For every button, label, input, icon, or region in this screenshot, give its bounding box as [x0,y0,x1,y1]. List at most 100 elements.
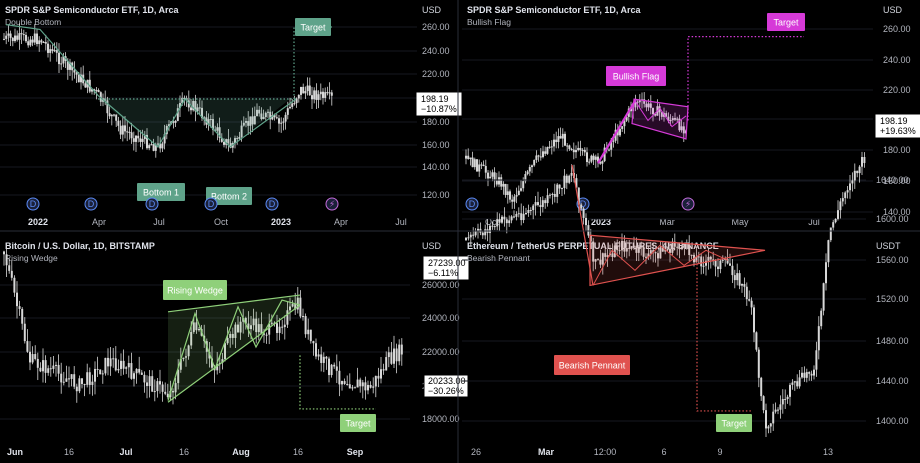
candle-body [781,399,784,405]
candle-body [138,368,141,373]
candle-body [634,101,637,108]
candle-body [753,307,755,333]
candle-body [31,354,34,363]
candle-body [654,114,657,116]
candle-body [207,119,210,125]
candle-body [707,256,710,261]
pattern-fill [98,99,290,147]
candle-body [559,136,562,139]
candle-body [757,349,760,378]
candle-body [348,384,351,389]
bottom2-label-box [206,187,252,205]
candle-body [36,33,38,44]
candle-body [673,241,676,247]
candle-body [817,326,820,351]
candle-body [779,404,782,410]
candle-body [73,374,76,387]
candle-body [588,161,591,163]
candle-body [47,43,49,53]
price-tag-high-box [423,256,469,280]
candle-body [577,147,580,151]
candle-body [361,382,364,387]
candle-body [613,245,616,258]
candle-body [77,74,80,83]
candle-body [201,107,203,119]
candle-body [328,92,331,94]
panel-smh-bullish-flag: SPDR S&P Semiconductor ETF, 1D, Arca Bull… [462,5,920,227]
candle-body [714,260,717,267]
candle-body [55,50,58,53]
candle-body [112,358,115,360]
candle-body [309,329,312,342]
candle-body [91,89,93,92]
y-tick-label: 240.00 [422,46,450,56]
candle-body [465,237,467,241]
candle-body [815,350,818,370]
dividend-badge: D [30,199,37,209]
candle-body [44,360,47,373]
candle-body [60,63,63,65]
candle-body [218,127,221,138]
candle-body [544,151,547,154]
y-tick-label: 160.00 [422,140,450,150]
candle-body [476,159,478,172]
candle-body [163,134,166,144]
candle-body [40,40,43,43]
candle-body [861,157,863,167]
candle-body [529,209,532,211]
candle-body [601,253,604,265]
candle-body [513,196,516,202]
candle-body [52,365,55,369]
candle-body [385,357,388,371]
dividend-badge: D [469,199,476,209]
candle-body [88,372,91,385]
candle-body [260,324,263,334]
candle-body [256,109,258,117]
flag-label-box [606,66,666,86]
candle-body [203,117,206,119]
chart-title: SPDR S&P Semiconductor ETF, 1D, Arca [467,5,642,15]
candle-body [18,306,21,309]
candle-body [42,41,45,43]
y-tick-label: 24000.00 [422,313,460,323]
candle-body [302,86,305,94]
candle-body [682,126,685,134]
candle-body [367,384,369,391]
candle-body [150,144,153,146]
candle-body [551,193,554,195]
candle-body [603,147,606,162]
candle-body [289,106,291,109]
x-tick-label: Jul [119,447,132,457]
y-tick-label: 1480.00 [876,336,909,346]
candle-body [69,62,71,70]
last-price-tag-price: 198.19 [880,116,908,126]
candle-body [592,241,595,262]
candle-body [839,201,842,211]
candle-body [539,156,542,158]
candle-body [260,113,263,120]
candle-body [141,138,144,142]
candle-body [146,382,148,386]
candle-body [805,372,808,378]
dividend-badge: D [149,199,156,209]
candle-body [315,90,318,100]
dividend-badge-ring [84,197,98,211]
candle-body [153,391,156,393]
candle-body [625,116,628,121]
candle-body [161,384,164,392]
candle-body [579,147,582,151]
candle-body [813,369,815,376]
candle-body [561,188,563,190]
candle-body [581,149,584,151]
candle-body [152,144,155,151]
candle-body [660,112,663,117]
x-tick-label: Oct [214,217,229,227]
candle-body [263,333,265,335]
candle-body [114,358,117,371]
candle-body [319,91,322,95]
x-tick-label: Jul [153,217,165,227]
candle-body [491,225,494,227]
candle-body [214,129,217,131]
candle-body [198,107,201,109]
candle-body [580,204,583,209]
